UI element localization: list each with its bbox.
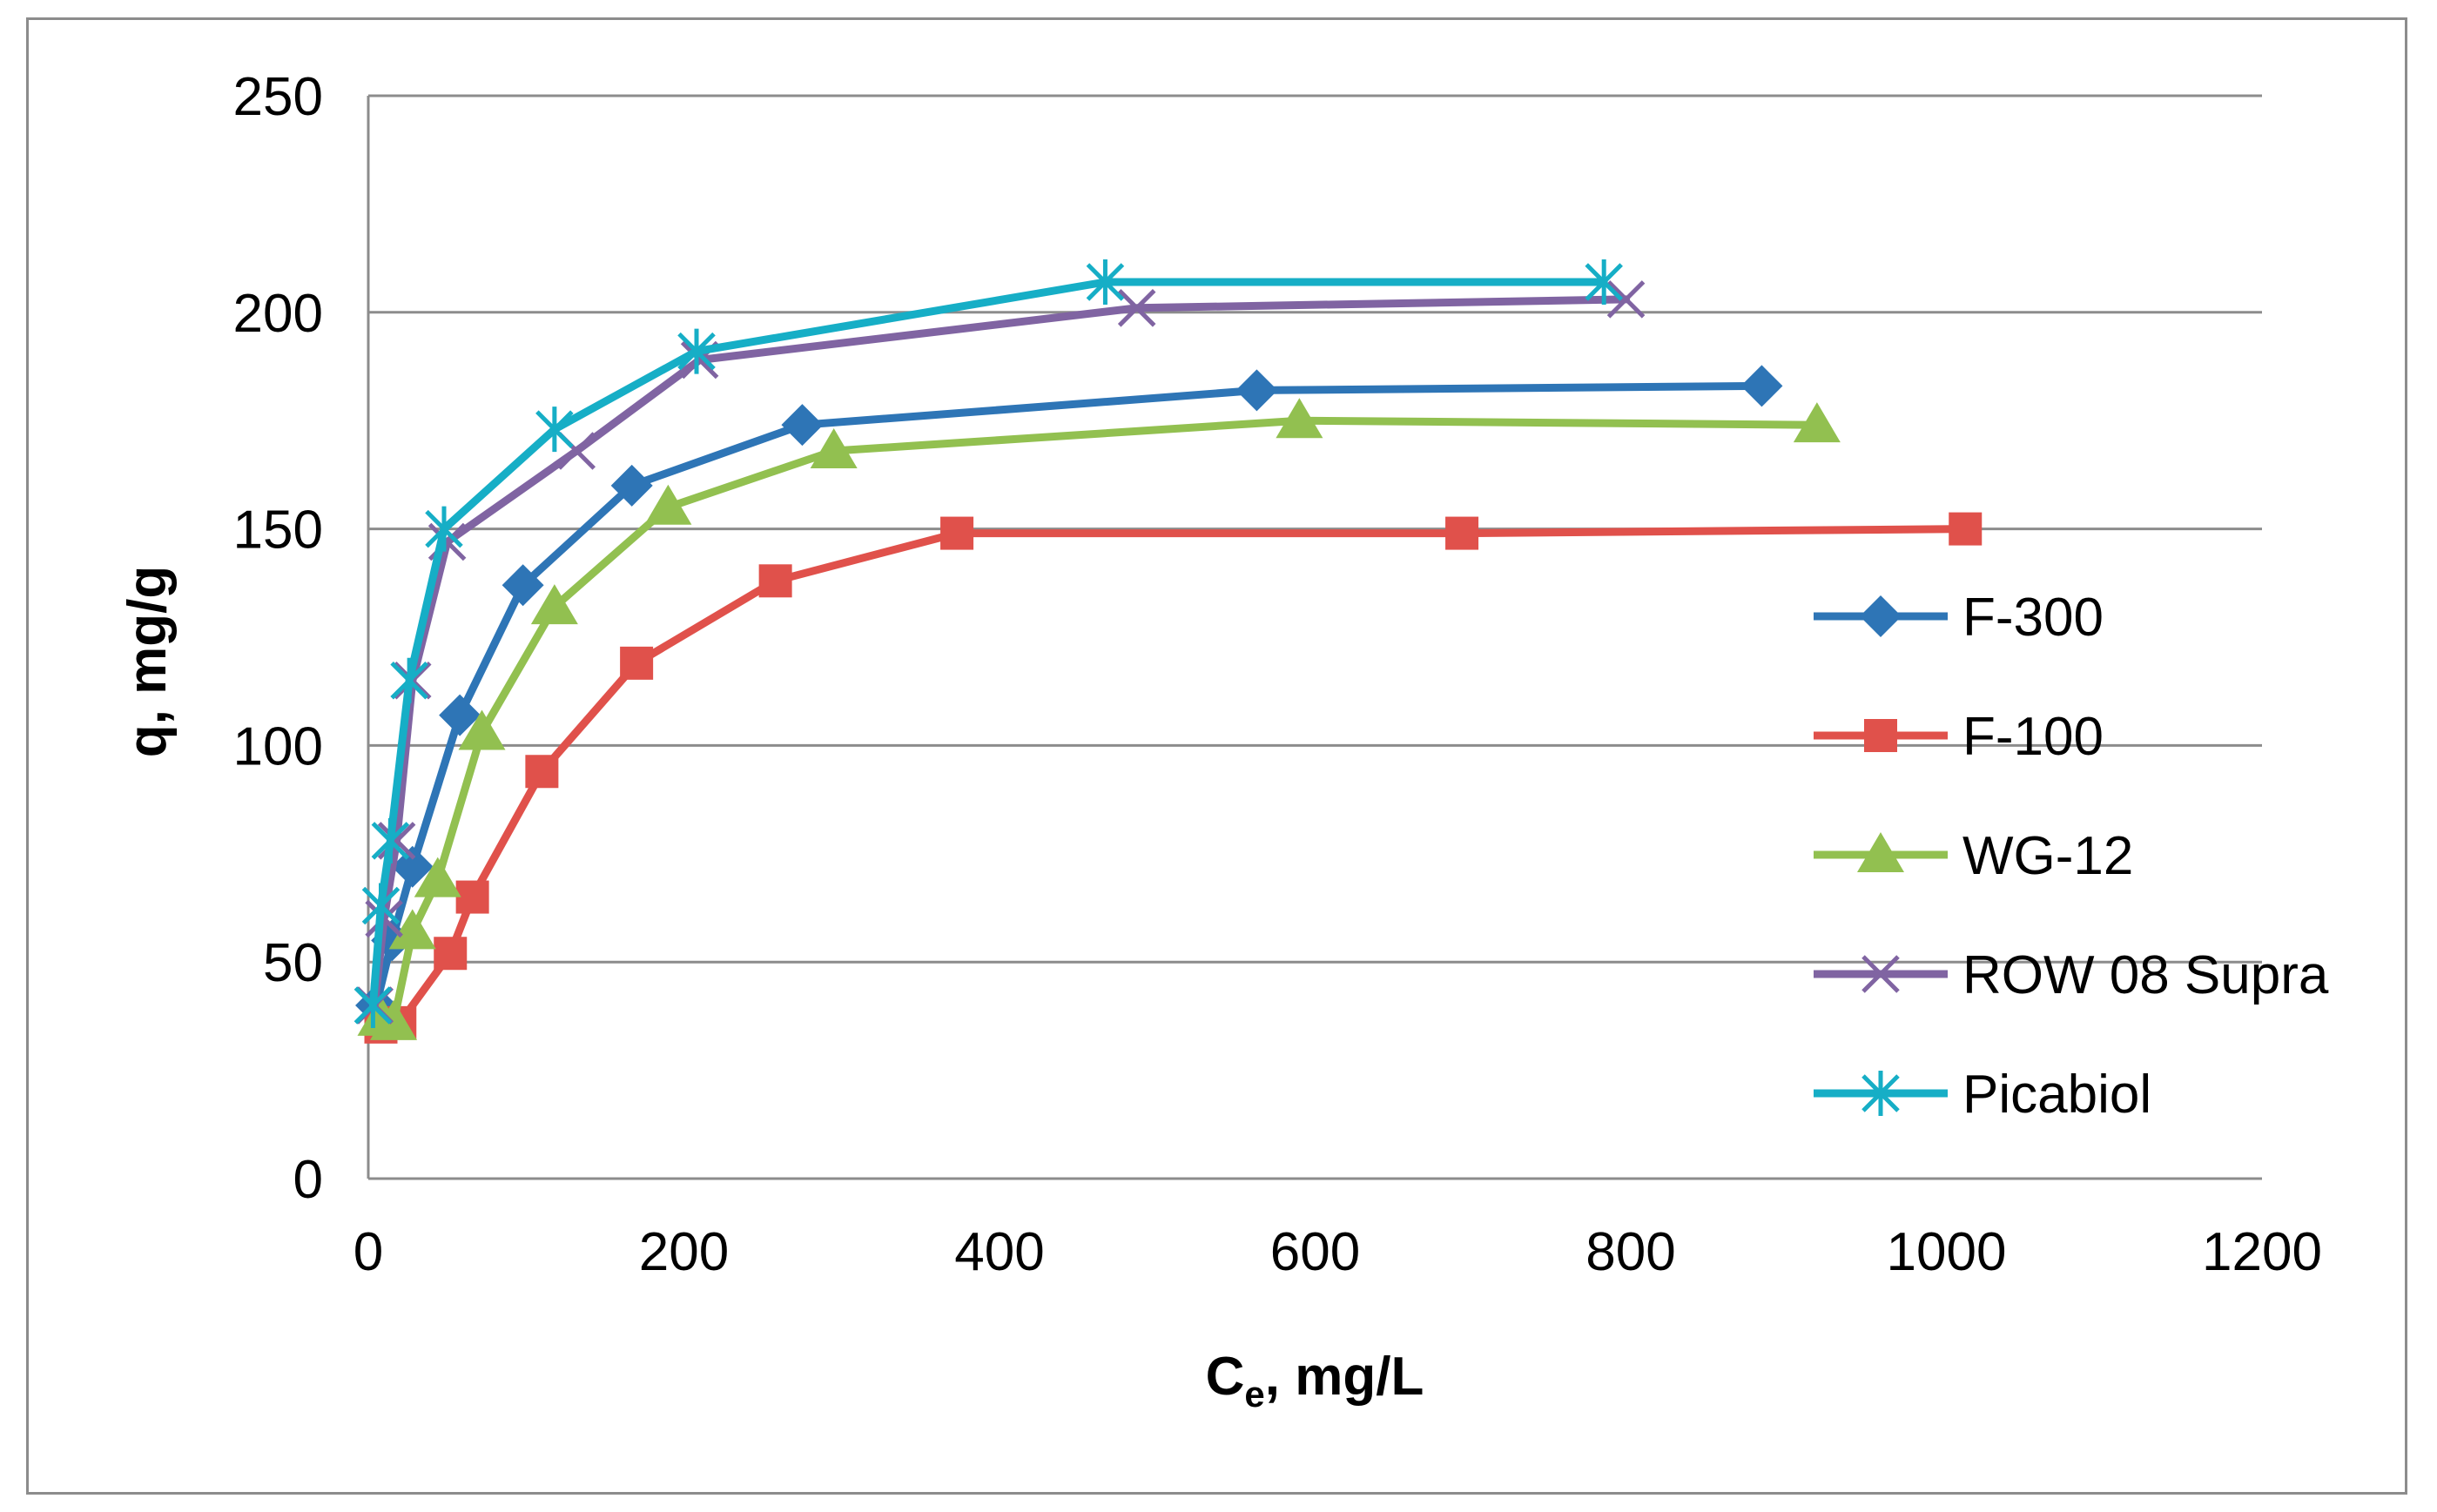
legend-label: F-100 xyxy=(1962,707,2104,767)
data-point xyxy=(390,657,428,703)
series-line xyxy=(377,525,1969,1032)
data-point xyxy=(758,564,792,598)
data-point xyxy=(439,694,481,736)
data-point xyxy=(361,883,401,929)
y-tick-label: 150 xyxy=(233,501,323,561)
data-point xyxy=(1793,402,1841,443)
data-point xyxy=(1445,516,1479,550)
series-line xyxy=(377,416,1821,1027)
data-point xyxy=(425,506,463,552)
axes: 0 50 100 150 200 250 0 200 400 600 800 1000 1200 xyxy=(233,67,2322,1282)
legend-item: F-100 xyxy=(1814,707,2104,767)
data-point xyxy=(353,982,393,1028)
series-wg-12 xyxy=(357,398,1841,1040)
data-point xyxy=(414,857,461,897)
data-point xyxy=(677,328,716,374)
x-tick-label: 1000 xyxy=(1887,1222,2007,1282)
data-point xyxy=(620,646,654,680)
legend-item: F-300 xyxy=(1814,588,2104,648)
data-point xyxy=(1740,365,1783,407)
data-point xyxy=(1235,369,1278,412)
x-tick-label: 200 xyxy=(639,1222,729,1282)
y-tick-label: 50 xyxy=(263,933,323,993)
data-point xyxy=(1949,512,1983,546)
x-tick-label: 400 xyxy=(954,1222,1044,1282)
data-point xyxy=(365,899,403,938)
data-point xyxy=(391,845,434,888)
legend-marker xyxy=(1861,955,1900,993)
x-axis-title-sub: e xyxy=(1244,1374,1264,1415)
y-tick-label: 100 xyxy=(233,716,323,776)
legend-item: Picabiol xyxy=(1814,1065,2151,1125)
legend-label: F-300 xyxy=(1962,588,2104,648)
x-tick-label: 1200 xyxy=(2202,1222,2322,1282)
x-tick-label: 800 xyxy=(1585,1222,1675,1282)
data-point xyxy=(370,999,417,1040)
legend-label: WG-12 xyxy=(1962,826,2133,886)
series-f-300 xyxy=(355,365,1783,1026)
data-point xyxy=(525,755,559,789)
data-point xyxy=(434,937,468,971)
data-point xyxy=(810,428,858,469)
data-point xyxy=(940,516,974,550)
data-point xyxy=(1117,289,1156,327)
legend-label: Picabiol xyxy=(1962,1065,2151,1125)
legend: F-300 F-100 WG-12 ROW 08 Supra Picabiol xyxy=(1814,588,2329,1125)
series-f-100 xyxy=(364,512,1983,1044)
data-point xyxy=(502,564,544,607)
series-picabiol xyxy=(353,259,1623,1028)
legend-marker xyxy=(1860,595,1902,637)
data-point xyxy=(371,817,410,864)
data-point xyxy=(455,880,489,914)
data-point xyxy=(1276,398,1323,439)
data-point xyxy=(1585,259,1623,305)
legend-marker xyxy=(1857,832,1904,872)
x-axis-title-rest: , mg/L xyxy=(1265,1347,1424,1407)
data-point xyxy=(535,407,574,453)
data-point xyxy=(610,464,653,507)
y-axis-title: q, mg/g xyxy=(118,566,178,757)
legend-item: ROW 08 Supra xyxy=(1814,945,2329,1005)
y-tick-label: 200 xyxy=(233,284,323,344)
gridlines xyxy=(368,94,2262,964)
legend-marker xyxy=(1861,1071,1900,1116)
x-axis-title: Ce, mg/L xyxy=(1206,1347,1424,1415)
x-tick-label: 0 xyxy=(353,1222,383,1282)
y-tick-label: 0 xyxy=(293,1150,323,1210)
data-point xyxy=(530,584,578,625)
data-point xyxy=(1606,280,1646,319)
series-row-08-supra xyxy=(355,280,1646,1025)
data-point xyxy=(781,404,824,447)
data-point xyxy=(1086,259,1125,305)
data-point xyxy=(388,909,436,950)
series-line xyxy=(370,295,1631,1010)
legend-item: WG-12 xyxy=(1814,826,2133,886)
data-point xyxy=(644,484,692,525)
data-point xyxy=(458,709,506,750)
chart-frame xyxy=(26,17,2407,1495)
legend-marker xyxy=(1864,719,1897,752)
x-tick-label: 600 xyxy=(1270,1222,1360,1282)
series-line xyxy=(372,381,1766,1010)
x-axis-title-main: C xyxy=(1206,1347,1245,1407)
y-tick-label: 250 xyxy=(233,67,323,127)
legend-label: ROW 08 Supra xyxy=(1962,945,2329,1005)
series-group xyxy=(353,259,1983,1044)
